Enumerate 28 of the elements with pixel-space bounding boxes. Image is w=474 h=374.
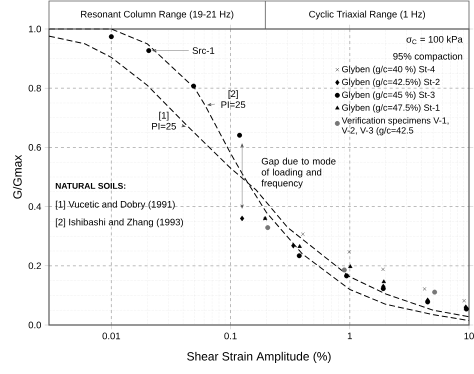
legend-label: Glyben (g/c=42.5%) St-2 <box>342 78 440 87</box>
legend-label: Glyben (g/c=47.5%) St-1 <box>342 104 440 113</box>
annotation: Gap due to mode of loading and frequency <box>261 158 336 188</box>
annotation: σ$_{C}$ = 100 kPa <box>406 36 463 44</box>
y-tick-label: 0.6 <box>28 144 41 151</box>
legend-label: Glyben (g/c=45 %) St-3 <box>342 91 435 100</box>
annotation: [2] PI=25 <box>221 90 246 108</box>
annotation: [1] PI=25 <box>152 112 176 130</box>
y-tick-label: 0.2 <box>28 262 41 270</box>
y-tick-label: 1.0 <box>28 26 42 32</box>
y-tick-label: 0.0 <box>28 322 42 328</box>
text: Cyclic Triaxial Range (1 Hz) <box>309 10 426 20</box>
x-axis-title: Shear Strain Amplitude (%) <box>187 352 331 363</box>
legend-label: Verification specimens V-1, V-2, V-3 (g/c=42.5 <box>342 117 448 136</box>
x-tick-label: 10 <box>464 332 474 340</box>
x-tick-label: 0.1 <box>224 332 237 340</box>
annotation: Src-1 <box>192 47 214 54</box>
x-tick-label: 1 <box>348 332 352 340</box>
annotation: [1] Vucetic and Dobry (1991) <box>56 200 175 210</box>
text: Resonant Column Range (19-21 Hz) <box>81 10 234 20</box>
annotation: NATURAL SOILS: <box>56 182 126 189</box>
y-axis-title: G/Gmax <box>12 154 22 199</box>
y-tick-label: 0.4 <box>28 203 42 210</box>
legend-label: Glyben (g/c=40 %) St-4 <box>342 66 435 74</box>
x-tick-label: 0.01 <box>102 332 120 340</box>
annotation: [2] Ishibashi and Zhang (1993) <box>56 218 183 228</box>
y-tick-label: 0.8 <box>28 84 41 92</box>
annotation: 95% compaction <box>393 52 462 62</box>
